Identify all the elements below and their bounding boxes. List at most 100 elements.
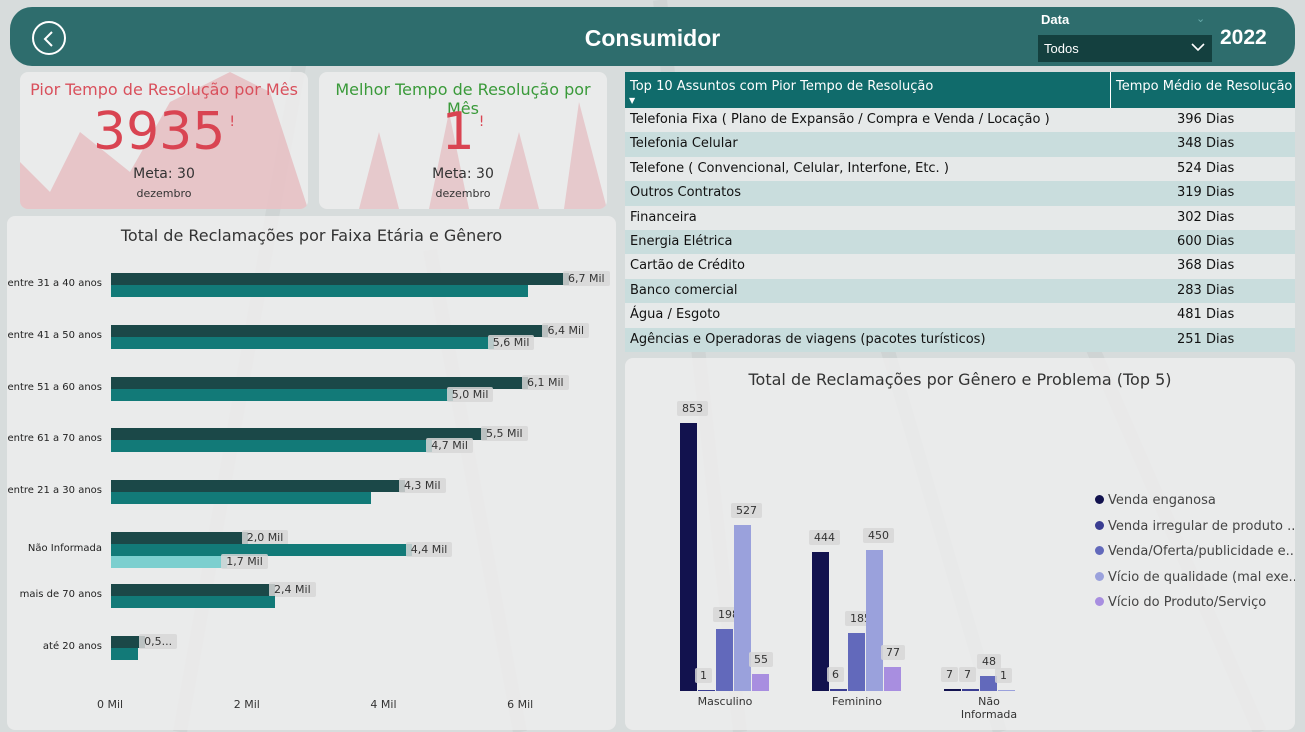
- bar[interactable]: [734, 525, 751, 691]
- legend-label: Venda enganosa: [1108, 493, 1216, 508]
- best-time-card: Melhor Tempo de Resolução por Mês 1! Met…: [319, 72, 607, 209]
- table-row[interactable]: Outros Contratos 319 Dias: [625, 181, 1295, 206]
- bar[interactable]: [111, 428, 487, 441]
- bar[interactable]: [962, 688, 979, 691]
- data-label: 1: [695, 668, 712, 683]
- data-label: 48: [977, 653, 1001, 669]
- bar[interactable]: [111, 376, 528, 389]
- cell-subject: Energia Elétrica: [630, 234, 733, 249]
- data-label: 6,4 Mil: [542, 322, 590, 338]
- data-label: 2,0 Mil: [241, 530, 289, 545]
- table-row[interactable]: Telefonia Celular 348 Dias: [625, 132, 1295, 157]
- cell-time: 251 Dias: [1177, 331, 1235, 347]
- chevron-down-icon: [1191, 43, 1205, 52]
- bar[interactable]: [698, 690, 715, 691]
- bar[interactable]: [111, 635, 146, 648]
- bar[interactable]: [884, 666, 901, 691]
- bar[interactable]: [980, 675, 997, 691]
- legend-label: Venda irregular de produto ...: [1108, 518, 1295, 534]
- worst-time-card: Pior Tempo de Resolução por Mês 3935! Me…: [20, 72, 308, 209]
- bar[interactable]: [944, 688, 961, 691]
- page-title: Consumidor: [584, 25, 721, 51]
- bar[interactable]: [998, 690, 1015, 691]
- table-row[interactable]: Energia Elétrica 600 Dias: [625, 230, 1295, 255]
- bar[interactable]: [111, 544, 412, 556]
- bar[interactable]: [111, 440, 433, 453]
- column-header-subject[interactable]: Top 10 Assuntos com Pior Tempo de Resolu…: [630, 79, 934, 94]
- bar[interactable]: [848, 632, 865, 691]
- data-label: 55: [749, 651, 773, 667]
- bar[interactable]: [111, 480, 405, 493]
- legend-item[interactable]: Vício do Produto/Serviço: [1095, 595, 1266, 610]
- data-label: 0,5...: [139, 633, 178, 649]
- legend-item[interactable]: Venda/Oferta/publicidade e...: [1095, 544, 1295, 559]
- y-axis-label: entre 41 a 50 anos: [7, 329, 102, 341]
- bar[interactable]: [752, 673, 769, 691]
- cell-subject: Outros Contratos: [630, 185, 741, 201]
- bar[interactable]: [111, 492, 371, 505]
- legend-label: Venda/Oferta/publicidade e...: [1108, 544, 1295, 559]
- legend-label: Vício do Produto/Serviço: [1108, 595, 1267, 610]
- bar[interactable]: [111, 556, 228, 568]
- table-row[interactable]: Telefonia Fixa ( Plano de Expansão / Com…: [625, 108, 1295, 133]
- data-label: 853: [677, 401, 708, 416]
- table-row[interactable]: Financeira 302 Dias: [625, 205, 1295, 230]
- bar[interactable]: [111, 583, 276, 596]
- table-row[interactable]: Agências e Operadoras de viagens (pacote…: [625, 327, 1295, 352]
- kpi-value: 3935!: [20, 102, 308, 162]
- filter-collapse-icon[interactable]: ⌄: [1196, 12, 1206, 25]
- date-filter-dropdown[interactable]: Todos: [1038, 35, 1212, 62]
- x-axis-tick: 2 Mil: [233, 698, 260, 711]
- age-chart-plot: entre 31 a 40 anos 6,7 Mil entre 41 a 50 a…: [7, 216, 616, 730]
- kpi-meta: Meta: 30: [133, 166, 195, 182]
- table-row[interactable]: Banco comercial 283 Dias: [625, 278, 1295, 304]
- bar[interactable]: [111, 324, 549, 337]
- bar[interactable]: [111, 388, 453, 401]
- cell-subject: Água / Esgoto: [630, 307, 721, 323]
- top-subjects-table: Top 10 Assuntos com Pior Tempo de Resolu…: [625, 72, 1295, 352]
- bar[interactable]: [866, 549, 883, 691]
- data-label: 4,4 Mil: [405, 542, 453, 557]
- chart-title: Total de Reclamações por Faixa Etária e …: [120, 226, 503, 245]
- cell-subject: Banco comercial: [630, 282, 738, 298]
- y-axis-label: até 20 anos: [42, 640, 102, 652]
- y-axis-label: entre 31 a 40 anos: [7, 278, 102, 289]
- bar[interactable]: [111, 285, 528, 297]
- bar[interactable]: [111, 647, 139, 660]
- x-axis-tick: 0 Mil: [97, 698, 124, 711]
- cell-time: 481 Dias: [1177, 307, 1235, 323]
- cell-subject: Financeira: [630, 209, 697, 225]
- bar[interactable]: [111, 595, 276, 608]
- back-button[interactable]: [32, 21, 66, 55]
- kpi-sparkline-bg: [319, 102, 607, 209]
- bar[interactable]: [812, 551, 829, 691]
- x-axis-tick: Feminino: [832, 695, 882, 708]
- legend-marker: [1095, 546, 1104, 555]
- legend-item[interactable]: Venda irregular de produto ...: [1095, 519, 1295, 534]
- gender-problem-chart-card: Total de Reclamações por Gênero e Proble…: [625, 358, 1295, 730]
- legend-item[interactable]: Venda enganosa: [1095, 493, 1216, 508]
- y-axis-label: entre 21 a 30 anos: [7, 485, 102, 497]
- table-row[interactable]: Telefone ( Convencional, Celular, Interf…: [625, 156, 1295, 182]
- y-axis-label: mais de 70 anos: [19, 588, 102, 600]
- data-label: 6,1 Mil: [521, 374, 569, 390]
- table-row[interactable]: Cartão de Crédito 368 Dias: [625, 254, 1295, 279]
- bar[interactable]: [680, 423, 697, 691]
- cell-time: 283 Dias: [1177, 282, 1235, 298]
- cell-subject: Cartão de Crédito: [630, 258, 745, 274]
- kpi-title: Pior Tempo de Resolução por Mês: [30, 80, 298, 99]
- alert-icon: !: [478, 114, 485, 130]
- table-row[interactable]: Água / Esgoto 481 Dias: [625, 303, 1295, 328]
- bar[interactable]: [111, 273, 569, 285]
- chevron-left-icon: [43, 31, 53, 47]
- sort-desc-icon[interactable]: ▼: [629, 96, 636, 105]
- bar[interactable]: [716, 628, 733, 691]
- column-header-time[interactable]: Tempo Médio de Resolução: [1116, 79, 1293, 94]
- bar[interactable]: [830, 689, 847, 691]
- bar[interactable]: [111, 532, 248, 544]
- legend-item[interactable]: Vício de qualidade (mal exe...: [1095, 570, 1295, 585]
- date-filter-value: Todos: [1044, 41, 1079, 56]
- header-bar: Consumidor Data ⌄ Todos 2022: [10, 7, 1295, 66]
- bar[interactable]: [111, 336, 494, 349]
- data-label: 444: [809, 529, 840, 545]
